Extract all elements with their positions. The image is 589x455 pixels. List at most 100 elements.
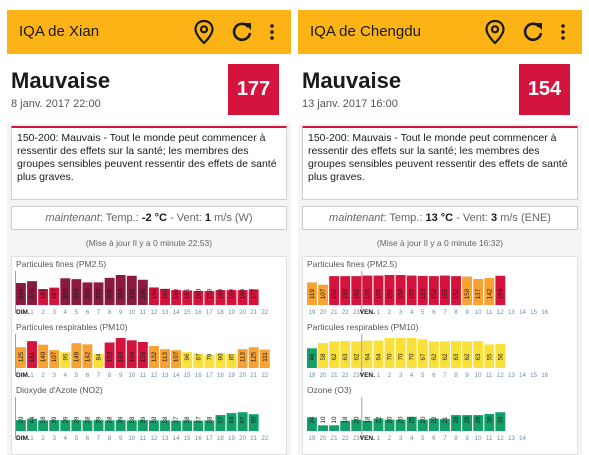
tick-label: 19 [228, 372, 235, 379]
tick-label: 23 [353, 435, 360, 442]
tick-label: 9 [465, 309, 469, 316]
bar-value-label: 158 [398, 288, 405, 299]
chart-bar [60, 278, 71, 305]
bar-value-label: 38 [162, 416, 169, 423]
tick-label: 20 [239, 309, 246, 316]
tick-label: 9 [119, 435, 123, 442]
chart-bar [204, 291, 215, 305]
tick-label: 7 [97, 309, 101, 316]
reading-date: 8 janv. 2017 22:00 [11, 98, 101, 110]
bar-value-label: 70 [387, 353, 394, 360]
chart-bar [149, 420, 159, 431]
bar-value-label: 158 [206, 288, 213, 299]
tick-label: 21 [331, 372, 338, 379]
location-pin-icon[interactable] [484, 19, 506, 45]
temperature: -2 °C [141, 212, 167, 224]
tick-label: 16 [195, 372, 202, 379]
tick-label: 9 [119, 372, 123, 379]
bar-value-label: 132 [151, 351, 158, 362]
tick-label: 14 [519, 372, 526, 379]
chart-bar [451, 341, 461, 368]
tick-label: 7 [443, 309, 447, 316]
tick-label: 16 [541, 372, 548, 379]
chart-bar [171, 290, 182, 305]
bar-value-label: 96 [184, 353, 191, 360]
chart-svg: 249 270 181 197 303 293 256 256 308 340 331 286 199 1… [14, 271, 269, 316]
bar-value-label: 152 [431, 288, 438, 299]
bar-value-label: 18 [364, 416, 371, 423]
location-pin-icon[interactable] [193, 19, 215, 45]
tick-label: 1 [30, 435, 34, 442]
tick-label: 9 [119, 309, 123, 316]
chart-title: Particules respirables (PM10) [307, 322, 419, 332]
bar-value-label: 113 [240, 352, 247, 362]
health-description: 150-200: Mauvais - Tout le monde peut co… [11, 126, 287, 200]
bar-value-label: 270 [29, 288, 36, 299]
tick-label: 21 [250, 309, 257, 316]
tick-label: 17 [206, 435, 213, 442]
refresh-icon[interactable] [522, 21, 544, 43]
chart-bar [351, 276, 362, 305]
tick-label: 19 [308, 372, 315, 379]
chart-bar [237, 349, 248, 368]
tick-label: 1 [377, 372, 381, 379]
update-time: (Mise à jour Il y a 0 minute 16:32) [376, 238, 504, 248]
bar-value-label: 119 [309, 289, 316, 299]
bar-value-label: 153 [420, 288, 427, 299]
chart-bar [318, 343, 328, 368]
bar-value-label: 249 [18, 288, 25, 299]
bar-value-label: 125 [18, 351, 25, 362]
chart-bar [193, 420, 204, 431]
chart-bar [60, 420, 71, 431]
chart-bar [462, 341, 473, 368]
chart-bar [115, 338, 126, 368]
tick-label: 9 [465, 435, 469, 442]
more-menu-icon[interactable] [269, 24, 275, 40]
chart-bar [417, 339, 428, 368]
bar-value-label: 154 [497, 288, 504, 299]
bar-value-label: 181 [40, 288, 47, 299]
summary-header: Mauvaise 8 janv. 2017 22:00 177 [7, 54, 291, 124]
city-panel-chengdu: IQA de Chengdu Mauvaise 13 janv. 2017 16… [298, 10, 582, 455]
chart-bar [215, 415, 226, 431]
bar-value-label: 67 [240, 416, 247, 423]
chart-bar [126, 275, 137, 305]
bar-value-label: 21 [442, 416, 449, 423]
tick-label: 4 [64, 372, 68, 379]
chart-bar [329, 341, 340, 368]
chart-bar [226, 290, 237, 305]
chart-bar [82, 282, 93, 305]
tick-label: 19 [308, 309, 315, 316]
chart-bar [71, 420, 82, 431]
bar-value-label: 20 [353, 416, 360, 423]
chart-bar [82, 344, 93, 368]
summary-header: Mauvaise 13 janv. 2017 16:00 154 [298, 54, 582, 124]
tick-label: 18 [217, 435, 224, 442]
bar-value-label: 177 [251, 288, 258, 299]
tick-label: 15 [184, 435, 191, 442]
bar-value-label: 28 [453, 416, 460, 423]
tick-label: 8 [108, 435, 112, 442]
tick-label: 10 [128, 309, 135, 316]
health-description: 150-200: Mauvais - Tout le monde peut co… [302, 126, 578, 200]
chart-bar [126, 420, 137, 431]
chart-bar [104, 277, 115, 305]
bar-value-label: 64 [375, 353, 382, 360]
bar-value-label: 63 [342, 353, 349, 360]
chart-bar [307, 417, 317, 431]
tick-label: 12 [150, 435, 157, 442]
bar-value-label: 152 [453, 288, 460, 299]
pollutant-chart: Particules fines (PM2.5) 119 107 152 152 152… [307, 259, 573, 317]
chart-bar [182, 352, 193, 368]
bar-value-label: 63 [475, 353, 482, 360]
tick-label: 5 [75, 372, 79, 379]
more-menu-icon[interactable] [560, 24, 566, 40]
bar-value-label: 22 [375, 416, 382, 423]
chart-bar [16, 347, 26, 368]
tick-label: 6 [86, 372, 90, 379]
refresh-icon[interactable] [231, 21, 253, 43]
chart-bar [237, 412, 248, 431]
chart-bar [362, 275, 373, 305]
chart-bar [248, 289, 259, 305]
day-label: DIM. [16, 309, 30, 316]
